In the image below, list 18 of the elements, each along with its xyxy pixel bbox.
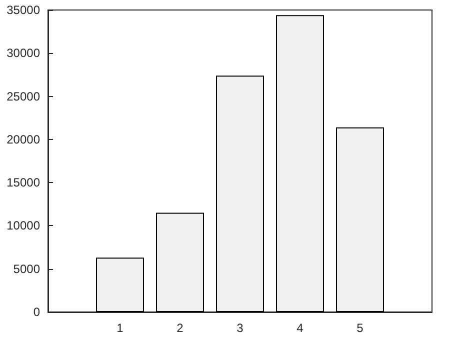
y-tick-label: 10000 — [6, 218, 40, 233]
bar — [276, 15, 324, 312]
y-tick-label: 30000 — [6, 46, 40, 60]
y-tick-label: 35000 — [6, 3, 40, 17]
x-tick-label: 4 — [296, 321, 304, 335]
bar — [336, 127, 384, 312]
y-tick-label: 25000 — [6, 89, 40, 104]
y-tick-label: 20000 — [6, 132, 40, 146]
x-tick-label: 5 — [356, 321, 364, 335]
bar — [216, 76, 264, 312]
y-tick-label: 0 — [33, 305, 40, 319]
x-tick-label: 1 — [116, 321, 124, 335]
bar — [156, 212, 204, 312]
y-tick-label: 15000 — [6, 176, 40, 190]
y-tick-label: 5000 — [13, 262, 40, 276]
bar — [96, 258, 144, 312]
x-tick-label: 3 — [236, 321, 244, 335]
x-tick-label: 2 — [176, 321, 184, 335]
